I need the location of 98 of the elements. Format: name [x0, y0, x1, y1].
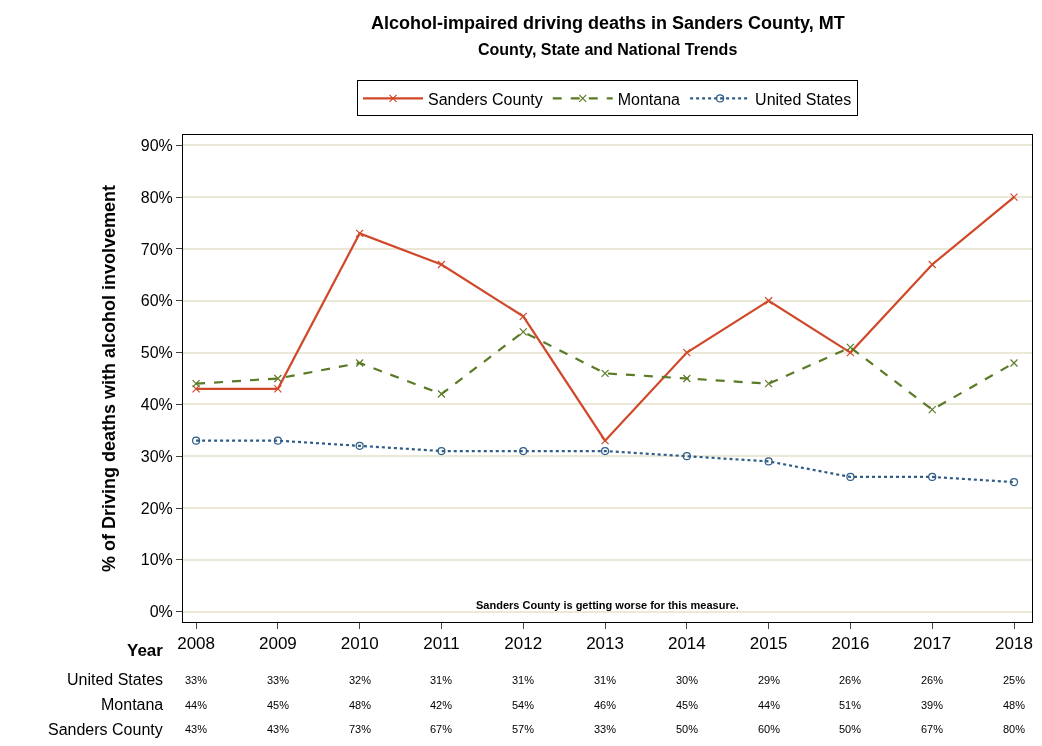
- y-tick-label: 0%: [149, 603, 173, 621]
- data-label: 45%: [267, 699, 290, 711]
- data-label: 33%: [185, 674, 208, 686]
- point: [600, 369, 610, 378]
- x-tick-label: 2011: [423, 634, 460, 654]
- point: [682, 452, 691, 461]
- point: [355, 229, 364, 238]
- data-label: 25%: [1003, 674, 1026, 686]
- legend-label: United States: [755, 90, 852, 108]
- point: [437, 389, 446, 399]
- point: [355, 441, 364, 450]
- data-label: 67%: [430, 723, 453, 735]
- data-label: 42%: [430, 699, 453, 711]
- data-label: 45%: [676, 699, 699, 711]
- y-tick-label: 10%: [140, 551, 173, 569]
- data-label: 46%: [594, 699, 617, 711]
- point: [273, 436, 282, 445]
- point: [764, 296, 773, 305]
- x-tick-label: 2009: [258, 634, 297, 654]
- y-axis-title: % of Driving deaths with alcohol involvement: [98, 184, 119, 573]
- point: [437, 446, 446, 456]
- point: [519, 446, 528, 456]
- data-label: 57%: [512, 723, 535, 735]
- data-label: 54%: [512, 699, 535, 711]
- data-label: 50%: [676, 723, 699, 735]
- data-label: 48%: [349, 699, 372, 711]
- data-label: 44%: [758, 699, 781, 711]
- point: [191, 384, 201, 393]
- data-label: 31%: [512, 674, 535, 686]
- data-label: 51%: [839, 699, 862, 711]
- point: [846, 472, 855, 482]
- x-tick-label: 2012: [504, 634, 543, 654]
- point: [682, 348, 691, 357]
- x-tick-label: 2018: [995, 634, 1033, 654]
- point: [928, 472, 937, 482]
- data-label: 31%: [430, 674, 453, 686]
- chart-subtitle: County, State and National Trends: [478, 41, 738, 58]
- y-tick-label: 20%: [140, 499, 173, 517]
- point: [355, 358, 364, 368]
- point: [764, 457, 773, 466]
- x-tick-label: 2017: [913, 634, 952, 654]
- point: [600, 436, 610, 445]
- data-label: 60%: [758, 723, 781, 735]
- y-tick-label: 50%: [140, 344, 173, 362]
- data-label: 67%: [921, 723, 944, 735]
- point: [519, 327, 528, 336]
- point: [928, 405, 937, 414]
- point: [191, 379, 201, 388]
- data-label: 26%: [839, 674, 862, 686]
- legend-label: Montana: [617, 90, 681, 108]
- point: [191, 436, 201, 445]
- x-tick-label: 2016: [831, 634, 870, 654]
- data-label: 80%: [1003, 723, 1026, 735]
- data-label: 30%: [676, 674, 699, 686]
- data-label: 43%: [185, 723, 208, 735]
- point: [1009, 358, 1019, 368]
- point: [273, 374, 282, 383]
- data-label: 39%: [921, 699, 944, 711]
- data-label: 31%: [594, 674, 617, 686]
- y-tick-label: 90%: [140, 136, 173, 154]
- data-label: 44%: [185, 699, 208, 711]
- point: [600, 446, 610, 456]
- y-tick-label: 30%: [140, 447, 173, 465]
- data-label: 33%: [594, 723, 617, 735]
- text: Montana: [101, 696, 164, 713]
- y-tick-label: 40%: [140, 396, 173, 413]
- text: Sanders County: [48, 721, 163, 738]
- point: [519, 312, 528, 321]
- data-label: 33%: [267, 674, 290, 686]
- point: [273, 384, 282, 393]
- x-tick-label: 2013: [586, 634, 624, 654]
- chart-title: Alcohol-impaired driving deaths in Sanders County, MT: [371, 13, 845, 33]
- y-tick-label: 60%: [140, 292, 173, 310]
- x-tick-label: 2010: [340, 634, 379, 654]
- x-axis-title: Year: [127, 641, 164, 660]
- data-label: 73%: [349, 723, 372, 735]
- point: [846, 343, 855, 352]
- point: [682, 374, 691, 383]
- point: [928, 260, 937, 269]
- point: [846, 348, 855, 357]
- point: [437, 260, 446, 269]
- x-tick-label: 2015: [749, 634, 788, 654]
- data-label: 29%: [758, 674, 781, 686]
- legend-label: Sanders County: [428, 90, 543, 108]
- data-label: 48%: [1003, 699, 1026, 711]
- data-label: 43%: [267, 723, 290, 735]
- annotation: Sanders County is getting worse for this measure.: [476, 599, 739, 611]
- data-label: 32%: [349, 674, 372, 686]
- x-tick-label: 2008: [177, 634, 215, 654]
- data-label: 26%: [921, 674, 944, 686]
- text: United States: [67, 671, 164, 688]
- y-tick-label: 70%: [140, 240, 173, 258]
- x-tick-label: 2014: [667, 634, 706, 654]
- data-label: 50%: [839, 723, 862, 735]
- point: [764, 379, 773, 388]
- y-tick-label: 80%: [140, 188, 173, 206]
- point: [1009, 193, 1019, 202]
- point: [1009, 478, 1019, 487]
